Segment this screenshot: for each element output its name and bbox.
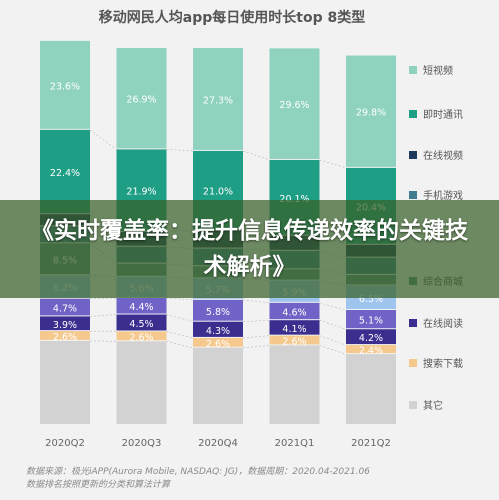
connector-line — [166, 149, 194, 152]
bar-segment — [116, 331, 167, 341]
connector-line — [242, 345, 270, 349]
data-label: 2.6% — [206, 339, 230, 350]
data-label: 4.7% — [53, 304, 77, 315]
connector-line — [166, 331, 194, 339]
bar-segment — [269, 345, 320, 424]
data-label: 2.4% — [359, 346, 383, 357]
bar-segment — [116, 297, 167, 314]
data-label: 20.1% — [279, 194, 309, 205]
connector-line — [166, 341, 194, 349]
source-line-2: 数据排名按照更新的分类和算法计算 — [26, 480, 171, 490]
bar-segment — [269, 302, 320, 320]
data-label: 2.6% — [282, 337, 306, 348]
bar-segment — [346, 329, 396, 345]
data-label: 5.8% — [206, 307, 230, 318]
legend-swatch — [409, 359, 417, 367]
bar-segment — [40, 298, 90, 316]
data-label: 29.6% — [279, 100, 309, 111]
x-tick-label: 2020Q3 — [122, 438, 162, 449]
chart-title: 移动网民人均app每日使用时长top 8类型 — [99, 9, 365, 26]
data-label: 4.5% — [129, 319, 153, 330]
data-label: 2.6% — [53, 332, 77, 343]
connector-line — [319, 335, 347, 346]
connector-line — [242, 299, 270, 304]
source-line-1: 数据来源：极光iAPP(Aurora Mobile, NASDAQ: JG)，数… — [26, 467, 370, 477]
data-label: 4.3% — [206, 326, 230, 337]
data-label: 27.3% — [203, 95, 233, 106]
x-tick-label: 2020Q2 — [45, 438, 85, 449]
legend-label: 短视频 — [423, 64, 453, 77]
legend-label: 手机游戏 — [423, 189, 463, 202]
legend-label: 搜索下载 — [423, 357, 463, 370]
bar-segment — [269, 320, 320, 335]
connector-line — [242, 319, 270, 323]
data-label: 23.6% — [50, 81, 80, 92]
data-label: 21.0% — [203, 187, 233, 198]
x-tick-label: 2021Q2 — [351, 438, 391, 449]
legend-label: 其它 — [423, 399, 443, 412]
connector-line — [319, 159, 347, 169]
legend-label: 在线视频 — [423, 149, 463, 162]
bar-segment — [193, 48, 243, 150]
connector-line — [319, 345, 347, 355]
data-label: 4.6% — [282, 308, 306, 319]
connector-line — [242, 150, 270, 161]
title-banner: 《实时覆盖率：提升信息传递效率的关键技术解析》 — [0, 200, 499, 298]
bar-segment — [193, 321, 243, 337]
data-label: 3.9% — [53, 320, 77, 331]
bar-segment — [116, 314, 167, 331]
bar-segment — [346, 55, 396, 167]
legend-label: 即时通讯 — [423, 109, 463, 121]
data-label: 5.1% — [359, 316, 383, 327]
bar-segment — [193, 337, 243, 347]
bar-segment — [346, 354, 396, 424]
data-label: 4.2% — [359, 333, 383, 344]
banner-text: 《实时覆盖率：提升信息传递效率的关键技术解析》 — [31, 218, 468, 280]
legend-swatch — [409, 66, 417, 74]
bar-segment — [40, 331, 90, 340]
x-axis-labels: 2020Q2 2020Q3 2020Q4 2021Q1 2021Q2 — [45, 438, 391, 449]
bar-segment — [269, 335, 320, 345]
bar-segment — [40, 40, 90, 129]
bar-segment — [346, 345, 396, 354]
connector-line — [89, 314, 117, 317]
bar-segment — [193, 347, 243, 424]
bar-segment — [116, 48, 167, 149]
legend-swatch — [409, 151, 417, 159]
legend-swatch — [409, 110, 417, 118]
bar-segment — [346, 310, 396, 329]
connector-line — [319, 302, 347, 311]
legend-swatch — [409, 319, 417, 327]
data-label: 4.1% — [282, 324, 306, 335]
connector-line — [166, 297, 194, 301]
data-label: 26.9% — [126, 95, 156, 106]
data-label: 4.4% — [129, 302, 153, 313]
legend-label: 在线阅读 — [423, 317, 463, 330]
legend-swatch — [409, 191, 417, 199]
source-note: 数据来源：极光iAPP(Aurora Mobile, NASDAQ: JG)，数… — [26, 466, 486, 492]
connector-line — [319, 319, 347, 330]
data-label: 21.9% — [126, 187, 156, 198]
bar-segment — [40, 340, 90, 424]
connector-line — [89, 129, 117, 150]
connector-line — [242, 335, 270, 339]
bar-segment — [40, 316, 90, 331]
connector-line — [166, 314, 194, 322]
legend-swatch — [409, 401, 417, 409]
bar-segment — [193, 299, 243, 321]
data-label: 22.4% — [50, 168, 80, 179]
bar-segment — [269, 48, 320, 159]
bar-segment — [40, 129, 90, 214]
x-tick-label: 2021Q1 — [275, 438, 315, 449]
x-tick-label: 2020Q4 — [198, 438, 238, 449]
bar-segment — [116, 341, 167, 424]
data-label: 6.5% — [359, 294, 383, 305]
data-label: 29.8% — [356, 108, 386, 119]
data-label: 2.6% — [129, 332, 153, 343]
connector-line — [89, 297, 117, 300]
